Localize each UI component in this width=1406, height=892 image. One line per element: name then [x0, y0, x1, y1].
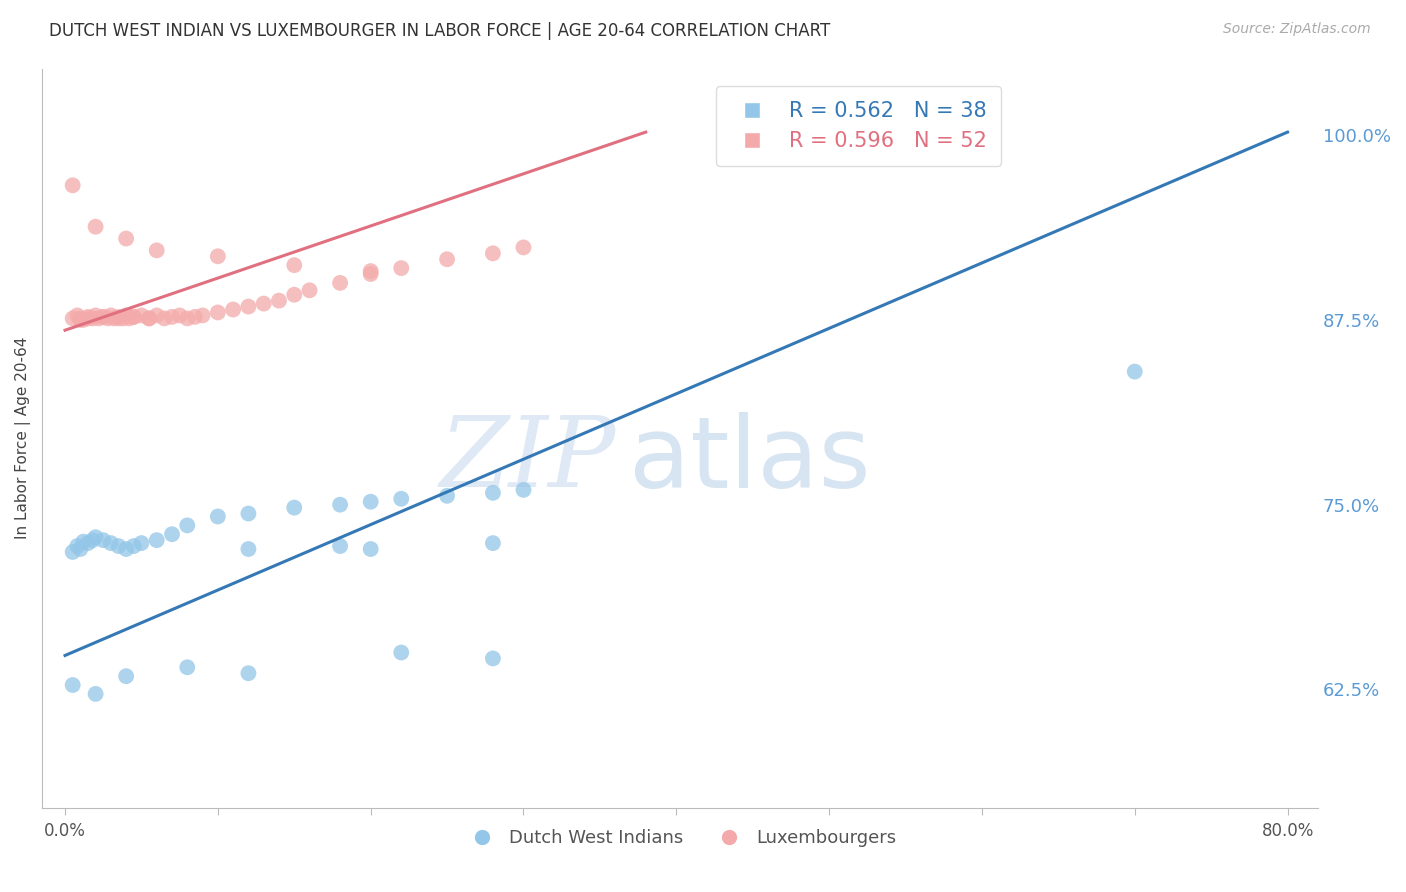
- Y-axis label: In Labor Force | Age 20-64: In Labor Force | Age 20-64: [15, 337, 31, 540]
- Point: [482, 536, 505, 550]
- Point: [184, 310, 207, 324]
- Point: [91, 310, 114, 324]
- Point: [115, 231, 138, 245]
- Legend: Dutch West Indians, Luxembourgers: Dutch West Indians, Luxembourgers: [457, 822, 903, 855]
- Point: [87, 311, 110, 326]
- Point: [131, 536, 153, 550]
- Text: atlas: atlas: [628, 412, 870, 508]
- Point: [389, 261, 412, 276]
- Point: [360, 267, 382, 281]
- Point: [97, 311, 120, 326]
- Point: [283, 287, 305, 301]
- Point: [329, 498, 352, 512]
- Point: [122, 310, 145, 324]
- Point: [84, 219, 107, 234]
- Point: [970, 125, 993, 139]
- Point: [238, 666, 260, 681]
- Point: [91, 533, 114, 548]
- Point: [153, 311, 176, 326]
- Point: [238, 300, 260, 314]
- Point: [329, 539, 352, 553]
- Point: [77, 536, 100, 550]
- Point: [283, 500, 305, 515]
- Point: [107, 310, 129, 324]
- Point: [107, 311, 129, 326]
- Point: [1123, 365, 1146, 379]
- Point: [512, 240, 534, 254]
- Point: [118, 311, 141, 326]
- Point: [69, 311, 91, 326]
- Point: [84, 530, 107, 544]
- Point: [82, 311, 104, 326]
- Point: [138, 311, 160, 326]
- Point: [84, 309, 107, 323]
- Point: [329, 276, 352, 290]
- Point: [115, 309, 138, 323]
- Point: [100, 536, 122, 550]
- Point: [91, 310, 114, 324]
- Point: [512, 483, 534, 497]
- Point: [389, 646, 412, 660]
- Point: [176, 660, 198, 674]
- Point: [122, 310, 145, 324]
- Point: [122, 539, 145, 553]
- Point: [138, 311, 160, 326]
- Point: [112, 311, 135, 326]
- Text: ZIP: ZIP: [440, 413, 616, 508]
- Point: [100, 309, 122, 323]
- Point: [69, 313, 91, 327]
- Point: [482, 651, 505, 665]
- Text: DUTCH WEST INDIAN VS LUXEMBOURGER IN LABOR FORCE | AGE 20-64 CORRELATION CHART: DUTCH WEST INDIAN VS LUXEMBOURGER IN LAB…: [49, 22, 831, 40]
- Point: [267, 293, 290, 308]
- Point: [66, 539, 89, 553]
- Point: [207, 305, 229, 319]
- Point: [238, 507, 260, 521]
- Point: [160, 310, 183, 324]
- Point: [69, 541, 91, 556]
- Point: [115, 541, 138, 556]
- Point: [207, 249, 229, 263]
- Point: [360, 541, 382, 556]
- Point: [82, 533, 104, 548]
- Point: [62, 178, 84, 193]
- Point: [176, 518, 198, 533]
- Point: [103, 311, 125, 326]
- Point: [283, 258, 305, 272]
- Point: [298, 283, 321, 297]
- Point: [145, 309, 167, 323]
- Point: [145, 244, 167, 258]
- Point: [72, 534, 94, 549]
- Point: [482, 486, 505, 500]
- Point: [62, 678, 84, 692]
- Point: [160, 527, 183, 541]
- Point: [191, 309, 214, 323]
- Point: [222, 302, 245, 317]
- Point: [389, 491, 412, 506]
- Point: [62, 311, 84, 326]
- Point: [77, 310, 100, 324]
- Point: [115, 669, 138, 683]
- Point: [436, 252, 458, 267]
- Point: [131, 309, 153, 323]
- Point: [360, 264, 382, 278]
- Point: [360, 494, 382, 508]
- Point: [176, 311, 198, 326]
- Point: [62, 545, 84, 559]
- Point: [238, 541, 260, 556]
- Point: [207, 509, 229, 524]
- Point: [66, 309, 89, 323]
- Point: [253, 296, 276, 310]
- Point: [77, 311, 100, 326]
- Point: [107, 539, 129, 553]
- Point: [169, 309, 191, 323]
- Point: [145, 533, 167, 548]
- Point: [84, 687, 107, 701]
- Point: [436, 489, 458, 503]
- Text: Source: ZipAtlas.com: Source: ZipAtlas.com: [1223, 22, 1371, 37]
- Point: [72, 313, 94, 327]
- Point: [482, 246, 505, 260]
